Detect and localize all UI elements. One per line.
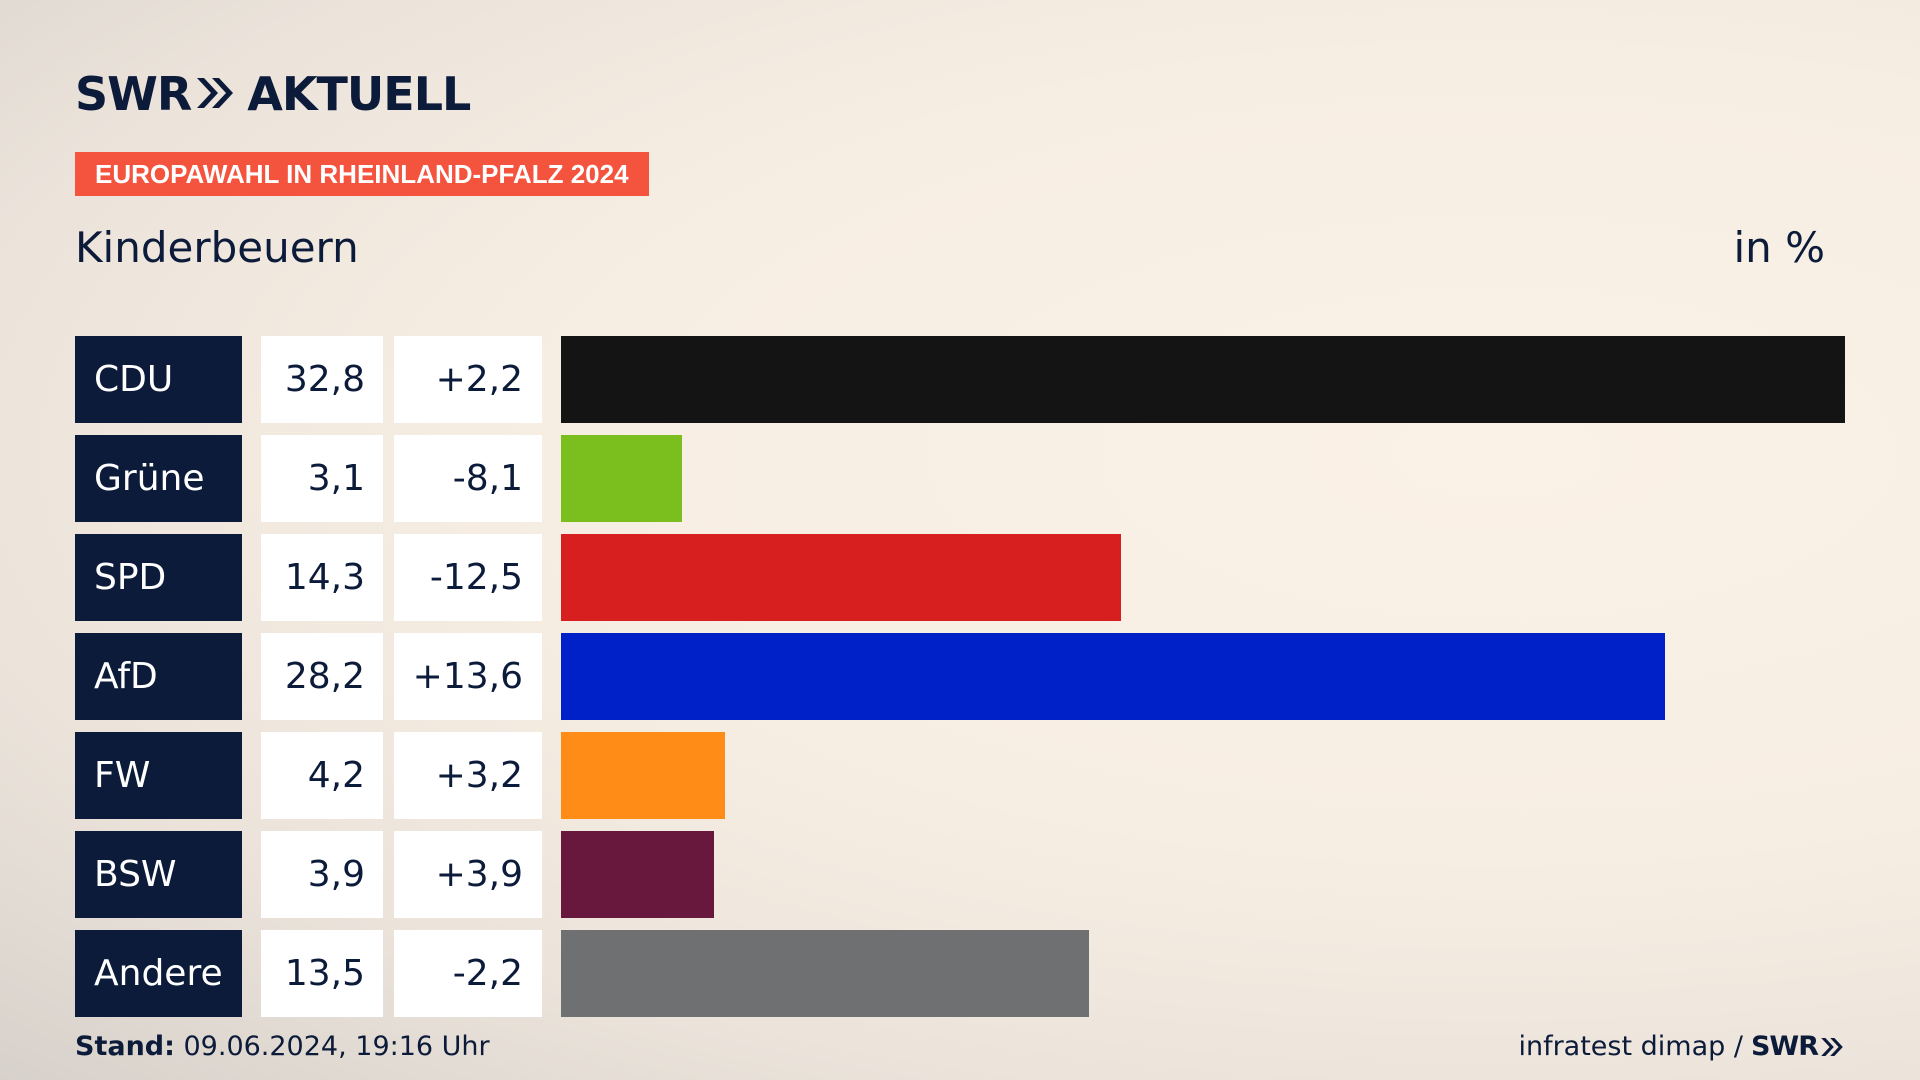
party-label: Grüne [75,435,242,522]
diff-label: +2,2 [394,336,542,423]
result-row: AfD 28,2 +13,6 [75,633,1845,720]
party-label: AfD [75,633,242,720]
value-label: 13,5 [261,930,383,1017]
source-brand: SWR [1751,1030,1844,1064]
small-chevron-icon [1821,1038,1843,1056]
brand-aktuell: AKTUELL [247,67,471,121]
result-row: BSW 3,9 +3,9 [75,831,1845,918]
value-label: 28,2 [261,633,383,720]
diff-label: -2,2 [394,930,542,1017]
result-bar [561,831,714,918]
value-label: 14,3 [261,534,383,621]
diff-label: -12,5 [394,534,542,621]
result-bar [561,633,1665,720]
party-label: SPD [75,534,242,621]
result-bar [561,336,1845,423]
result-bar [561,534,1121,621]
party-label: FW [75,732,242,819]
source-text: infratest dimap / [1518,1031,1743,1062]
election-badge: EUROPAWAHL IN RHEINLAND-PFALZ 2024 [75,152,649,196]
diff-label: +3,9 [394,831,542,918]
diff-label: +3,2 [394,732,542,819]
result-bar [561,732,725,819]
result-row: FW 4,2 +3,2 [75,732,1845,819]
party-label: CDU [75,336,242,423]
timestamp: Stand: 09.06.2024, 19:16 Uhr [75,1030,490,1064]
double-chevron-icon [195,66,235,122]
brand-swr: SWR [75,67,192,121]
result-row: Andere 13,5 -2,2 [75,930,1845,1017]
value-label: 3,1 [261,435,383,522]
diff-label: +13,6 [394,633,542,720]
source-credit: infratest dimap / SWR [1518,1030,1844,1064]
result-bar [561,930,1089,1017]
swr-aktuell-logo: SWR AKTUELL [75,66,471,122]
stand-value: 09.06.2024, 19:16 Uhr [174,1031,490,1062]
party-label: Andere [75,930,242,1017]
value-label: 32,8 [261,336,383,423]
result-row: CDU 32,8 +2,2 [75,336,1845,423]
diff-label: -8,1 [394,435,542,522]
unit-label: in % [1733,223,1825,272]
result-bar [561,435,682,522]
result-row: Grüne 3,1 -8,1 [75,435,1845,522]
source-brand-text: SWR [1750,1031,1819,1062]
value-label: 4,2 [261,732,383,819]
place-title: Kinderbeuern [75,223,359,272]
party-label: BSW [75,831,242,918]
result-row: SPD 14,3 -12,5 [75,534,1845,621]
stand-label: Stand: [75,1031,175,1062]
value-label: 3,9 [261,831,383,918]
